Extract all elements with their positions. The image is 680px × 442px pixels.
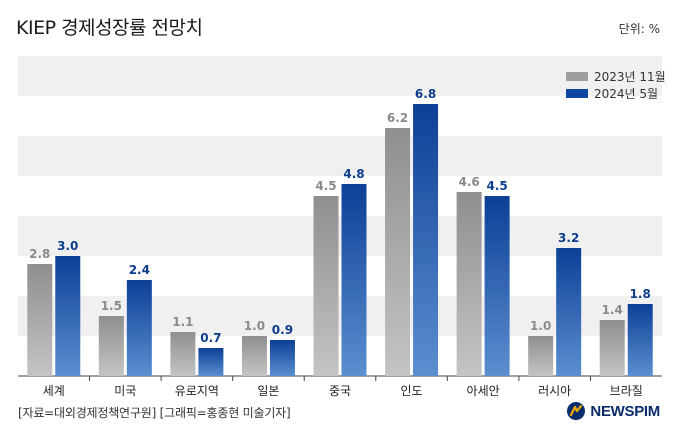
grid-band	[18, 296, 662, 336]
value-label: 1.4	[602, 303, 623, 317]
grid-band	[18, 216, 662, 256]
bar-a	[170, 332, 196, 376]
value-label: 1.5	[101, 299, 122, 313]
category-label: 일본	[257, 384, 279, 398]
legend: 2023년 11월 2024년 5월	[566, 70, 666, 101]
bar-a	[98, 316, 124, 376]
brand-logo: NEWSPIM	[566, 401, 660, 421]
category-label: 인도	[401, 384, 423, 398]
category-label: 미국	[114, 384, 136, 398]
legend-swatch	[566, 89, 588, 98]
bars	[27, 104, 653, 376]
source-note: [자료=대외경제정책연구원] [그래픽=홍종현 미술기자]	[18, 406, 291, 420]
unit-label: 단위: %	[618, 22, 660, 36]
bar-a	[385, 128, 411, 376]
category-label: 아세안	[467, 384, 500, 398]
bar-b	[341, 184, 367, 376]
bar-a	[27, 264, 53, 376]
newspim-logo-icon	[567, 402, 586, 420]
value-label: 1.0	[530, 319, 551, 333]
value-label: 4.5	[315, 179, 336, 193]
bar-b	[556, 248, 582, 376]
value-label: 1.8	[630, 287, 651, 301]
value-label: 4.6	[458, 175, 479, 189]
legend-label: 2024년 5월	[594, 87, 658, 101]
bar-b	[484, 196, 510, 376]
grid-band	[18, 56, 662, 96]
bar-a	[456, 192, 482, 376]
value-label: 3.0	[57, 239, 78, 253]
grid-bands	[18, 56, 662, 336]
value-label: 4.5	[486, 179, 507, 193]
bar-b	[627, 304, 653, 376]
value-label: 1.0	[244, 319, 265, 333]
category-label: 러시아	[538, 384, 571, 398]
value-labels: 2.8 3.0 1.5 2.4 1.1 0.7 1.0 0.9 4.5 4.8 6.2 6.8 4.6 4…	[29, 87, 651, 345]
bar-b	[55, 256, 81, 376]
bar-a	[313, 196, 339, 376]
value-label: 4.8	[343, 167, 364, 181]
category-label: 세계	[43, 384, 65, 398]
category-label: 유로지역	[175, 384, 219, 398]
value-label: 1.1	[172, 315, 193, 329]
bar-a	[241, 336, 267, 376]
category-labels: 세계 미국 유로지역 일본 중국 인도 아세안 러시아 브라질	[43, 384, 643, 398]
value-label: 0.7	[200, 331, 221, 345]
value-label: 6.2	[387, 111, 408, 125]
value-label: 2.4	[129, 263, 150, 277]
value-label: 0.9	[272, 323, 293, 337]
bar-a	[528, 336, 554, 376]
category-label: 브라질	[610, 384, 643, 398]
legend-label: 2023년 11월	[594, 70, 666, 84]
bar-b	[413, 104, 439, 376]
bar-a	[599, 320, 625, 376]
legend-swatch	[566, 72, 588, 81]
bar-b	[198, 348, 224, 376]
value-label: 6.8	[415, 87, 436, 101]
brand-name: NEWSPIM	[590, 402, 660, 420]
bar-b	[126, 280, 152, 376]
bar-b	[269, 340, 295, 376]
value-label: 3.2	[558, 231, 579, 245]
chart-title: KIEP 경제성장률 전망치	[16, 17, 203, 39]
value-label: 2.8	[29, 247, 50, 261]
category-label: 중국	[329, 384, 351, 398]
x-axis-ticks	[89, 376, 591, 381]
grid-band	[18, 136, 662, 176]
